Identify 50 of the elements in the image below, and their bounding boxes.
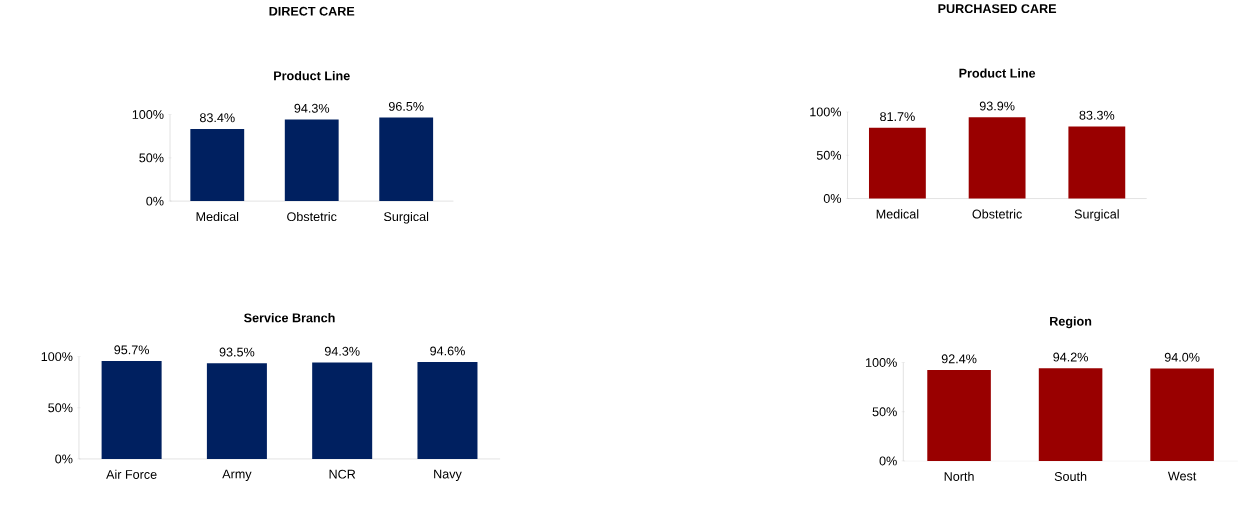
x-tick-label: Surgical — [384, 211, 429, 224]
y-tick-label: 0% — [146, 196, 164, 206]
x-tick-label: Medical — [876, 209, 919, 219]
data-label: 83.4% — [199, 113, 235, 123]
bar — [1068, 126, 1126, 199]
chart-title: Product Line — [959, 68, 1036, 78]
y-tick-label: 0% — [879, 456, 897, 466]
data-label: 92.4% — [941, 354, 977, 364]
data-label: 94.3% — [324, 346, 360, 356]
bar — [284, 119, 339, 202]
data-label: 83.3% — [1079, 110, 1115, 120]
y-tick-label: 100% — [810, 107, 842, 117]
bar — [868, 127, 926, 199]
x-tick-label: Navy — [434, 469, 462, 481]
data-label: 93.9% — [979, 101, 1015, 111]
x-tick-label: North — [944, 471, 974, 481]
y-tick-label: 100% — [41, 352, 73, 361]
x-tick-label: Army — [222, 469, 252, 481]
chart-title: Region — [1050, 316, 1092, 329]
x-tick-label: Medical — [196, 211, 239, 222]
y-tick-label: 50% — [816, 150, 842, 160]
bar — [968, 117, 1026, 199]
text: DIRECT CARE — [269, 6, 355, 16]
x-tick-label: South — [1054, 471, 1087, 481]
y-tick-label: 50% — [872, 407, 897, 417]
y-tick-label: 100% — [866, 358, 897, 367]
chart-title: Product Line — [274, 70, 350, 81]
x-tick-label: Surgical — [1074, 209, 1119, 221]
data-label: 94.2% — [1053, 352, 1088, 362]
x-tick-label: West — [1167, 471, 1197, 481]
data-label: 94.3% — [294, 103, 330, 113]
data-label: 96.5% — [388, 101, 424, 111]
data-label: 94.6% — [430, 346, 465, 356]
data-label: 93.5% — [219, 347, 255, 357]
text: PURCHASED CARE — [938, 4, 1057, 14]
data-label: 95.7% — [114, 345, 150, 355]
x-tick-label: Obstetric — [972, 209, 1022, 219]
chart-title: Service Branch — [244, 313, 335, 323]
y-tick-label: 50% — [48, 403, 73, 413]
x-tick-label: Obstetric — [287, 211, 337, 222]
y-tick-label: 0% — [823, 194, 842, 203]
y-tick-label: 100% — [132, 110, 164, 119]
y-tick-label: 50% — [139, 153, 164, 163]
x-tick-label: NCR — [329, 469, 356, 479]
y-tick-label: 0% — [55, 454, 73, 464]
x-tick-label: Air Force — [106, 469, 157, 479]
bar — [379, 117, 434, 202]
data-label: 94.0% — [1164, 352, 1200, 362]
bar — [190, 128, 245, 202]
data-label: 81.7% — [880, 112, 915, 122]
